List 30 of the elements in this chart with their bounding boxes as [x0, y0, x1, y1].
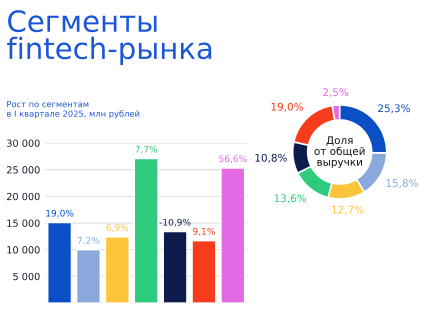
bar — [191, 240, 216, 304]
annotation: -10,9% — [160, 218, 191, 227]
annotation: 7,2% — [78, 236, 100, 245]
text: Доля от общей выручки — [314, 136, 365, 168]
data-label: 25,3% — [378, 104, 410, 114]
data-label: 2,5% — [323, 88, 348, 98]
data-label: 13,6% — [274, 194, 306, 204]
bar — [104, 236, 130, 304]
annotation: 19,0% — [46, 210, 74, 218]
y-tick-label: 5 000 — [13, 272, 40, 280]
y-tick-label: 30 000 — [7, 140, 40, 147]
annotation: 9,1% — [193, 228, 215, 236]
bar — [162, 230, 188, 304]
y-tick-label: 20 000 — [6, 192, 40, 200]
bar — [134, 158, 159, 304]
data-label: 19,0% — [272, 102, 303, 112]
annotation: 7,7% — [135, 146, 158, 154]
chart-title: Сегменты fintech-рынка — [7, 10, 212, 65]
bar — [47, 222, 72, 304]
y-tick-label: 10 000 — [7, 246, 40, 254]
y-tick-label: 15 000 — [7, 220, 40, 227]
chart-subtitle: Рост по сегментам в I квартале 2025, млн рублей — [7, 101, 140, 118]
bar — [76, 249, 101, 304]
data-label: 12,7% — [332, 206, 364, 215]
data-label: 15,8% — [386, 179, 418, 188]
y-tick-label: 25 000 — [6, 166, 40, 174]
annotation: 56,6% — [219, 155, 247, 164]
annotation: 6,9% — [106, 224, 128, 232]
data-label: 10,8% — [255, 154, 287, 163]
bar — [220, 167, 246, 304]
